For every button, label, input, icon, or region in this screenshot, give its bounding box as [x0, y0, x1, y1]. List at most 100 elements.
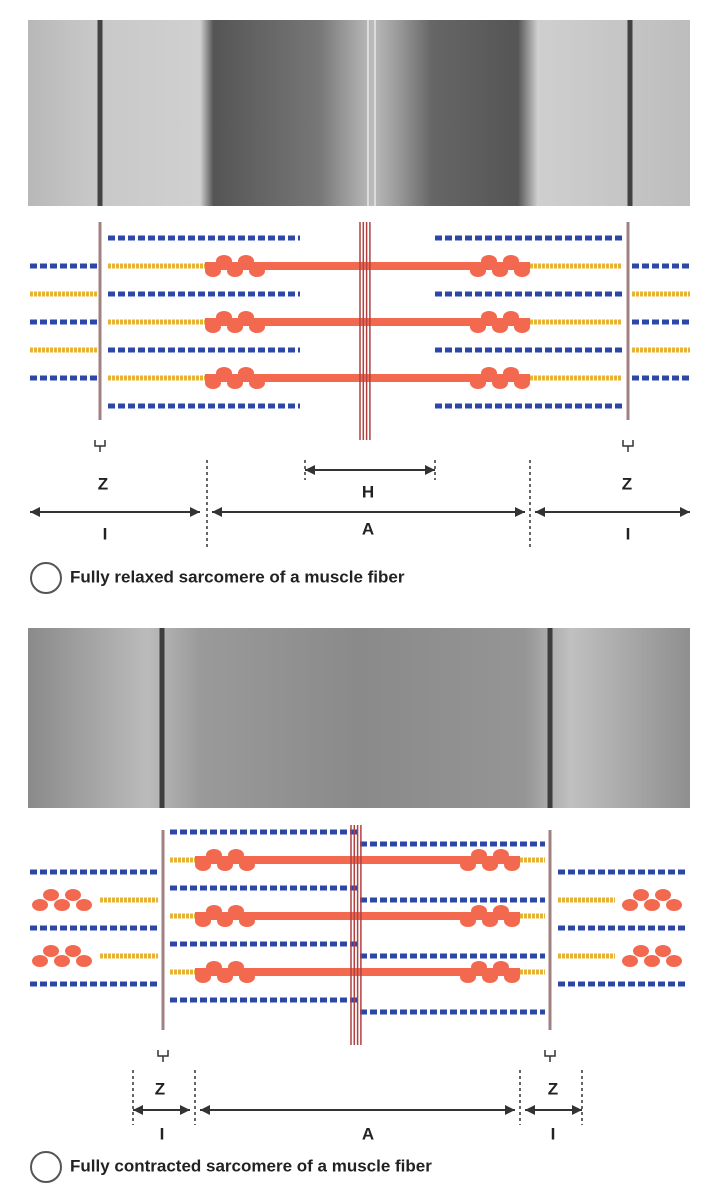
myosin-head: [633, 945, 649, 957]
z-label: Z: [622, 474, 632, 493]
myosin-head: [205, 265, 221, 277]
myosin-head: [227, 321, 243, 333]
myosin-head: [32, 955, 48, 967]
myosin-head: [644, 899, 660, 911]
myosin-head: [65, 889, 81, 901]
myosin-head: [238, 367, 254, 379]
myosin-head: [228, 961, 244, 973]
myosin-head: [471, 905, 487, 917]
myosin-head: [54, 899, 70, 911]
myosin-head: [216, 367, 232, 379]
myosin-head: [239, 859, 255, 871]
i-label: I: [626, 524, 631, 543]
myosin-head: [493, 849, 509, 861]
myosin-head: [206, 905, 222, 917]
myosin-head: [481, 255, 497, 267]
myosin-head: [644, 955, 660, 967]
z-bracket: [544, 1050, 556, 1062]
myosin-head: [195, 915, 211, 927]
h-label: H: [362, 482, 374, 501]
myosin-head: [239, 915, 255, 927]
myosin-head: [622, 955, 638, 967]
myosin-head: [481, 311, 497, 323]
myosin-head: [482, 971, 498, 983]
myosin-head: [514, 321, 530, 333]
myosin-head: [249, 321, 265, 333]
a-label: A: [362, 519, 374, 538]
myosin-head: [54, 955, 70, 967]
caption: Fully contracted sarcomere of a muscle f…: [70, 1156, 432, 1175]
myosin-head: [460, 859, 476, 871]
myosin-head: [460, 915, 476, 927]
myosin-head: [239, 971, 255, 983]
a-label: A: [362, 1124, 374, 1143]
radio-button[interactable]: [30, 562, 62, 594]
z-label: Z: [548, 1079, 558, 1098]
micrograph: [28, 628, 690, 808]
myosin-head: [249, 377, 265, 389]
myosin-head: [622, 899, 638, 911]
myosin-head: [227, 265, 243, 277]
myosin-head: [493, 905, 509, 917]
myosin-head: [205, 377, 221, 389]
myosin-head: [216, 255, 232, 267]
caption: Fully relaxed sarcomere of a muscle fibe…: [70, 567, 405, 586]
myosin-head: [228, 849, 244, 861]
myosin-head: [482, 859, 498, 871]
z-label: Z: [155, 1079, 165, 1098]
z-label: Z: [98, 474, 108, 493]
myosin-head: [206, 961, 222, 973]
myosin-head: [206, 849, 222, 861]
myosin-head: [504, 971, 520, 983]
myosin-head: [249, 265, 265, 277]
myosin-head: [216, 311, 232, 323]
myosin-head: [217, 971, 233, 983]
myosin-head: [238, 255, 254, 267]
myosin-head: [195, 859, 211, 871]
myosin-head: [503, 367, 519, 379]
myosin-head: [217, 859, 233, 871]
myosin-head: [471, 961, 487, 973]
myosin-head: [492, 321, 508, 333]
myosin-head: [471, 849, 487, 861]
myosin-head: [482, 915, 498, 927]
myosin-head: [65, 945, 81, 957]
i-label: I: [160, 1124, 165, 1143]
myosin-head: [503, 311, 519, 323]
z-bracket: [622, 440, 634, 452]
myosin-head: [195, 971, 211, 983]
myosin-head: [76, 955, 92, 967]
myosin-head: [228, 905, 244, 917]
myosin-head: [460, 971, 476, 983]
myosin-head: [32, 899, 48, 911]
myosin-head: [43, 889, 59, 901]
myosin-head: [504, 915, 520, 927]
myosin-head: [666, 955, 682, 967]
z-bracket: [157, 1050, 169, 1062]
i-label: I: [551, 1124, 556, 1143]
micrograph: [28, 20, 690, 206]
myosin-head: [655, 945, 671, 957]
myosin-head: [492, 265, 508, 277]
radio-button[interactable]: [30, 1151, 62, 1183]
myosin-head: [76, 899, 92, 911]
i-label: I: [103, 524, 108, 543]
myosin-head: [514, 377, 530, 389]
myosin-head: [481, 367, 497, 379]
myosin-head: [470, 377, 486, 389]
myosin-head: [470, 265, 486, 277]
myosin-head: [470, 321, 486, 333]
myosin-head: [633, 889, 649, 901]
myosin-head: [493, 961, 509, 973]
myosin-head: [238, 311, 254, 323]
z-bracket: [94, 440, 106, 452]
myosin-head: [504, 859, 520, 871]
myosin-head: [227, 377, 243, 389]
myosin-head: [514, 265, 530, 277]
myosin-head: [205, 321, 221, 333]
myosin-head: [503, 255, 519, 267]
myosin-head: [492, 377, 508, 389]
myosin-head: [217, 915, 233, 927]
myosin-head: [43, 945, 59, 957]
